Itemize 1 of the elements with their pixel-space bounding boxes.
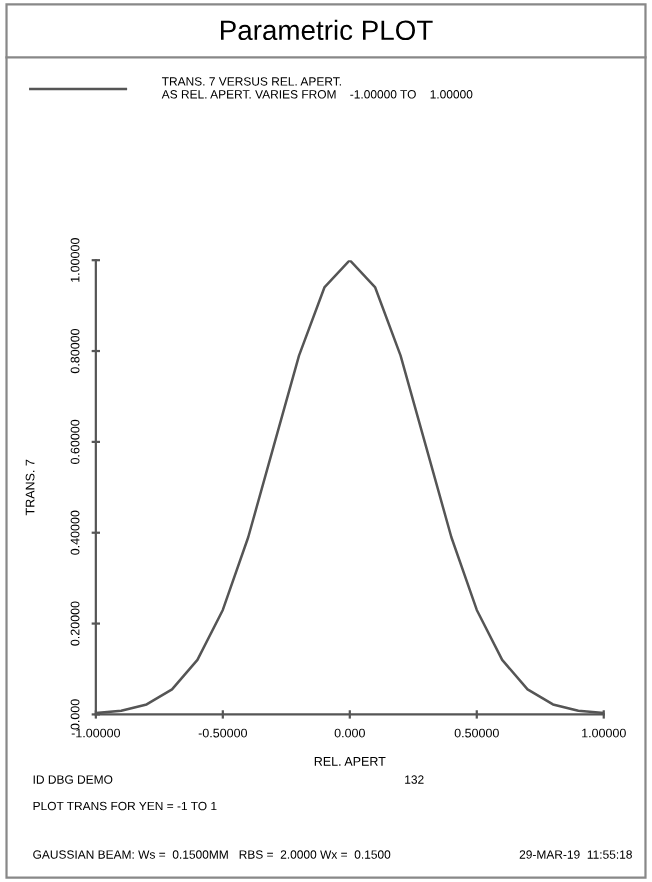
chart-title: Parametric PLOT bbox=[221, 19, 433, 41]
